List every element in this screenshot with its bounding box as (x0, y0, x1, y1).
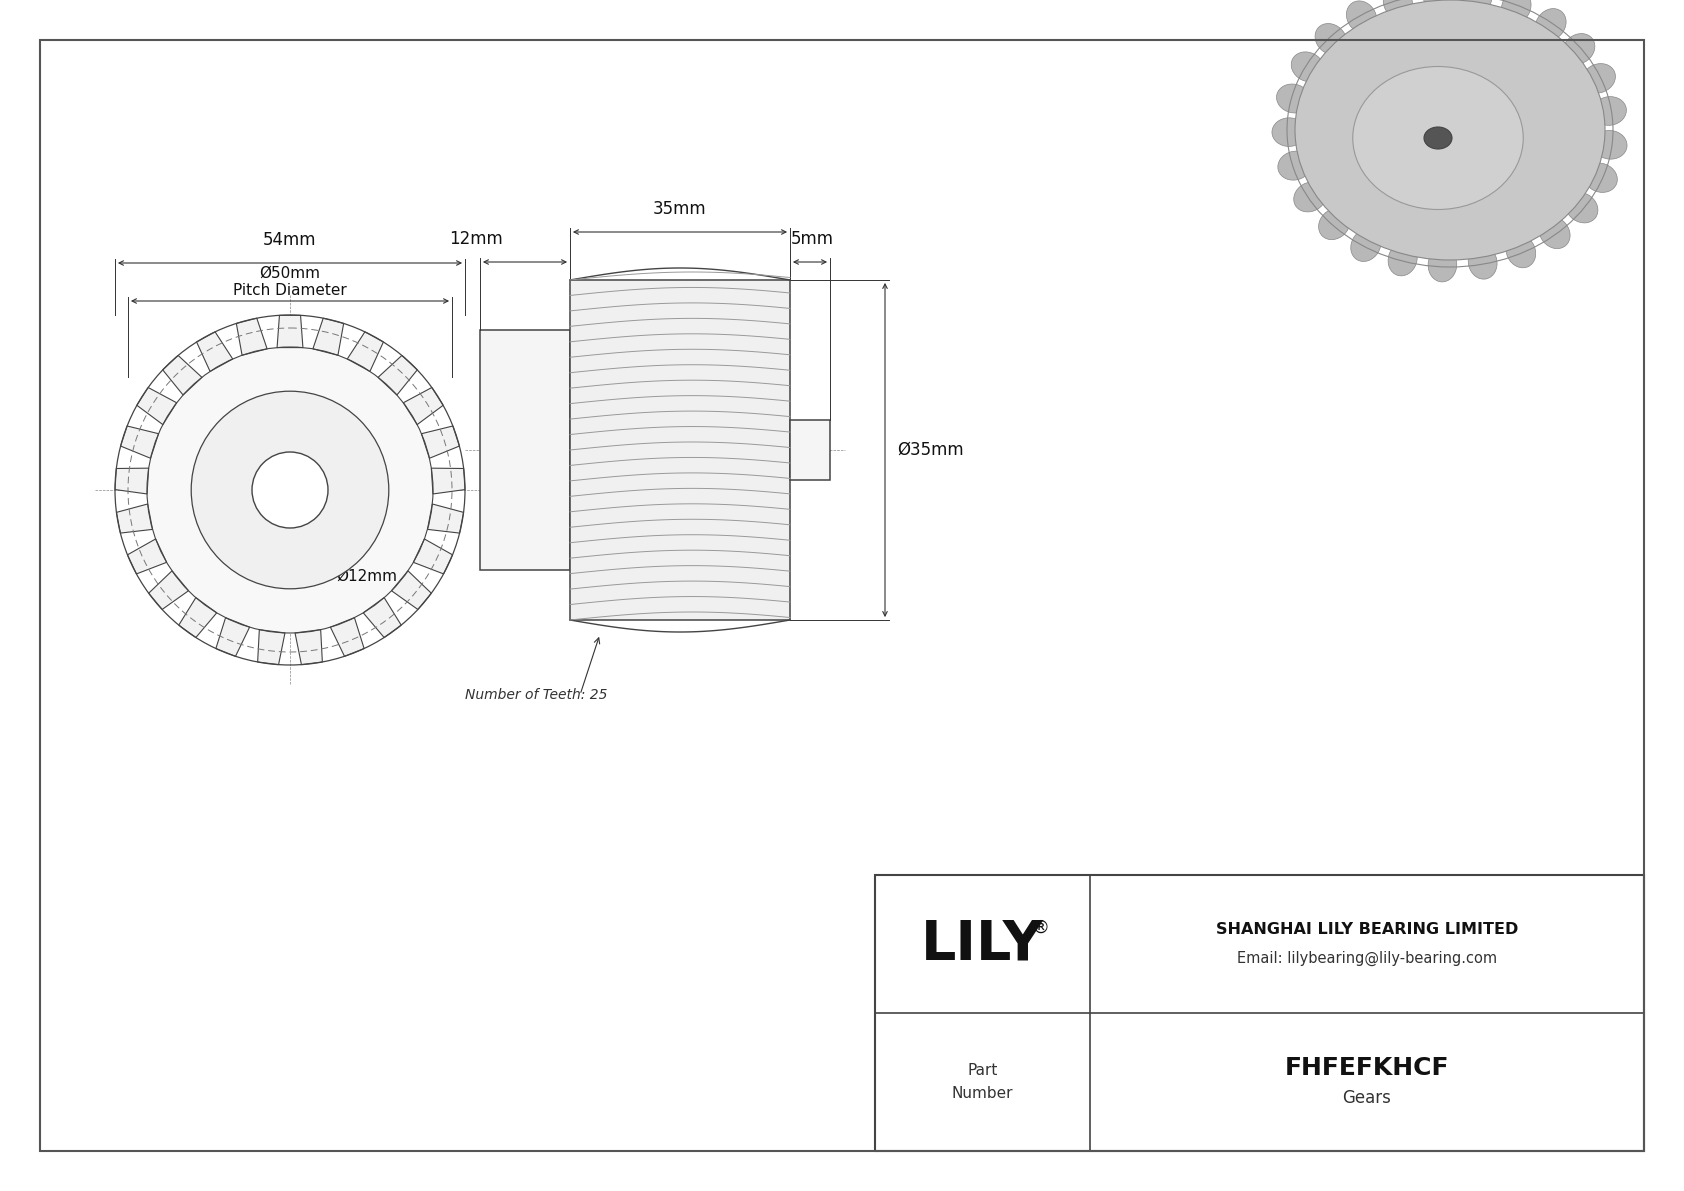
Polygon shape (179, 598, 217, 637)
Polygon shape (364, 598, 401, 637)
Ellipse shape (1428, 248, 1457, 282)
Ellipse shape (1351, 229, 1381, 262)
Text: ®: ® (1032, 919, 1049, 937)
Ellipse shape (1563, 33, 1595, 64)
Polygon shape (258, 630, 285, 665)
Text: Email: lilybearing@lily-bearing.com: Email: lilybearing@lily-bearing.com (1238, 950, 1497, 966)
Ellipse shape (1292, 52, 1324, 82)
Text: Number of Teeth: 25: Number of Teeth: 25 (465, 688, 608, 701)
Polygon shape (121, 426, 158, 459)
Ellipse shape (1468, 245, 1497, 279)
Polygon shape (391, 570, 431, 610)
Ellipse shape (1352, 67, 1524, 210)
Polygon shape (128, 540, 167, 574)
Circle shape (147, 347, 433, 632)
Text: 54mm: 54mm (263, 231, 317, 249)
Text: SHANGHAI LILY BEARING LIMITED: SHANGHAI LILY BEARING LIMITED (1216, 923, 1519, 937)
Ellipse shape (1319, 208, 1351, 239)
Text: 5mm: 5mm (790, 230, 834, 248)
Ellipse shape (1425, 127, 1452, 149)
Ellipse shape (1315, 24, 1347, 55)
Polygon shape (295, 630, 322, 665)
Text: LILY: LILY (921, 917, 1044, 971)
Ellipse shape (1276, 85, 1310, 113)
Polygon shape (347, 332, 384, 372)
Text: Part
Number: Part Number (951, 1064, 1014, 1100)
Text: Ø12mm: Ø12mm (337, 568, 397, 584)
Polygon shape (421, 426, 460, 459)
Polygon shape (379, 355, 418, 395)
Polygon shape (413, 540, 453, 574)
Circle shape (253, 453, 328, 528)
Text: Ø35mm: Ø35mm (898, 441, 963, 459)
Polygon shape (428, 504, 463, 534)
Text: 35mm: 35mm (653, 200, 707, 218)
Ellipse shape (1295, 0, 1605, 260)
Ellipse shape (1581, 63, 1615, 93)
Ellipse shape (1502, 0, 1531, 24)
Polygon shape (431, 468, 465, 494)
Polygon shape (330, 618, 364, 656)
Text: Ø50mm: Ø50mm (259, 266, 320, 281)
Circle shape (192, 391, 389, 588)
Ellipse shape (1536, 8, 1566, 40)
Ellipse shape (1347, 1, 1378, 33)
Bar (790, 420, 830, 480)
Bar (876, 875, 1644, 1151)
Text: Gears: Gears (1342, 1089, 1391, 1106)
Polygon shape (136, 387, 177, 425)
Ellipse shape (1566, 193, 1598, 223)
Text: Pitch Diameter: Pitch Diameter (232, 283, 347, 298)
Ellipse shape (1593, 131, 1627, 160)
Polygon shape (278, 316, 303, 348)
Ellipse shape (1585, 163, 1617, 193)
Polygon shape (163, 355, 202, 395)
Polygon shape (236, 318, 268, 355)
Ellipse shape (1293, 182, 1327, 212)
Polygon shape (115, 468, 148, 494)
Text: FHFEFKHCF: FHFEFKHCF (1285, 1056, 1450, 1080)
Ellipse shape (1388, 242, 1418, 276)
Polygon shape (148, 570, 189, 610)
Ellipse shape (1463, 0, 1492, 14)
Bar (480, 330, 569, 570)
Ellipse shape (1505, 235, 1536, 268)
Polygon shape (404, 387, 443, 425)
Ellipse shape (1539, 217, 1569, 249)
Polygon shape (197, 332, 232, 372)
Text: 12mm: 12mm (450, 230, 504, 248)
Ellipse shape (1271, 118, 1307, 146)
Ellipse shape (1383, 0, 1413, 19)
Polygon shape (313, 318, 344, 355)
Bar (569, 280, 790, 621)
Ellipse shape (1423, 0, 1452, 12)
Polygon shape (216, 618, 249, 656)
Ellipse shape (1278, 151, 1312, 180)
Ellipse shape (1593, 96, 1627, 125)
Polygon shape (116, 504, 153, 534)
